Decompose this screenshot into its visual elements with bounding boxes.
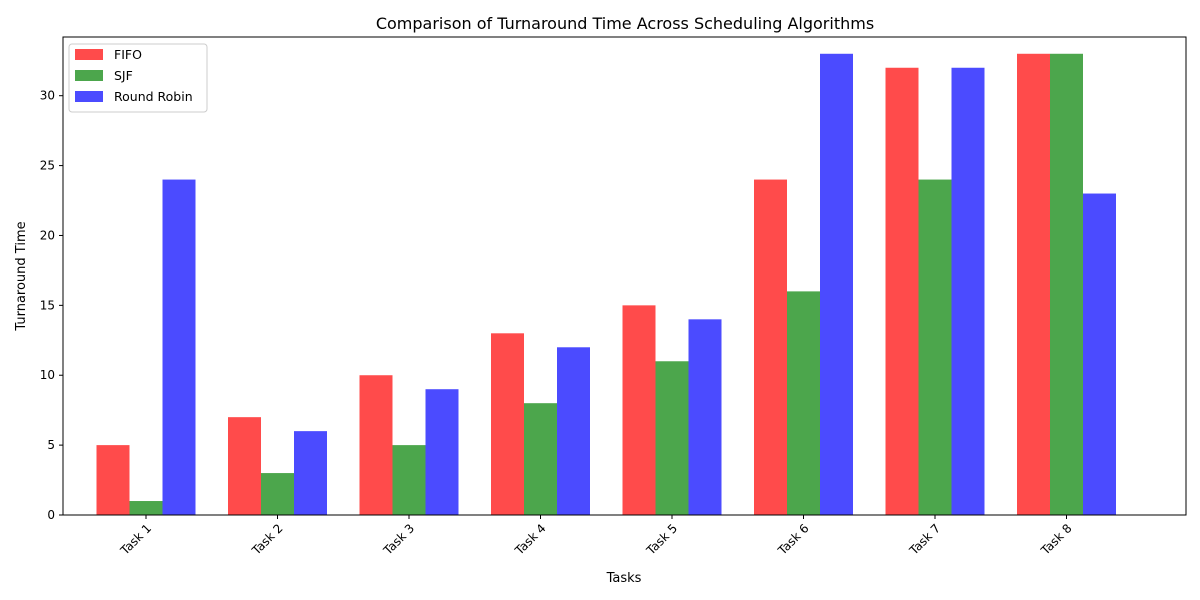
bar-fifo-7 — [885, 67, 919, 515]
bar-sjf-6 — [787, 291, 820, 515]
y-tick-label: 10 — [40, 368, 55, 382]
y-tick-label: 5 — [47, 438, 55, 452]
legend-swatch-round-robin — [75, 91, 103, 102]
x-axis: Task 1 Task 2 Task 3 Task 4 Task 5 Task 6 Task… — [117, 515, 1075, 558]
x-tick-label: Task 8 — [1038, 521, 1075, 558]
legend-label-fifo: FIFO — [114, 47, 142, 62]
bar-round-robin-3 — [425, 389, 459, 515]
x-tick-label: Task 4 — [512, 521, 549, 558]
y-axis-label: Turnaround Time — [14, 221, 29, 331]
bar-fifo-4 — [491, 333, 524, 515]
bar-fifo-8 — [1017, 53, 1050, 515]
legend-label-sjf: SJF — [114, 68, 133, 83]
bar-fifo-3 — [359, 375, 393, 515]
legend-box — [68, 43, 208, 113]
bar-fifo-6 — [754, 179, 787, 515]
bar-sjf-3 — [392, 445, 426, 515]
bar-sjf-5 — [655, 361, 689, 515]
legend-label-round-robin: Round Robin — [114, 89, 193, 104]
bar-round-robin-6 — [820, 53, 853, 515]
legend-swatch-fifo — [75, 49, 103, 60]
bar-round-robin-7 — [951, 67, 985, 515]
x-tick-label: Task 1 — [117, 521, 154, 558]
bar-round-robin-5 — [688, 319, 722, 515]
plot-frame — [62, 36, 1187, 516]
bars-group — [96, 53, 1116, 515]
x-axis-label: Tasks — [606, 571, 642, 586]
x-tick-label: Task 2 — [249, 521, 286, 558]
bar-fifo-2 — [228, 417, 261, 515]
y-tick-label: 0 — [47, 508, 55, 522]
y-tick-label: 15 — [40, 298, 55, 312]
bar-round-robin-1 — [162, 179, 196, 515]
bar-round-robin-4 — [557, 347, 590, 515]
x-tick-label: Task 5 — [643, 521, 680, 558]
bar-fifo-1 — [96, 445, 130, 515]
x-tick-label: Task 6 — [775, 521, 812, 558]
legend-swatch-sjf — [75, 70, 103, 81]
y-tick-label: 30 — [40, 89, 55, 103]
legend: FIFO SJF Round Robin — [68, 43, 208, 113]
x-tick-label: Task 3 — [380, 521, 417, 558]
bar-round-robin-2 — [294, 431, 327, 515]
y-tick-label: 20 — [40, 228, 55, 242]
bar-sjf-2 — [261, 473, 294, 515]
bar-round-robin-8 — [1083, 193, 1116, 515]
bar-sjf-7 — [918, 179, 952, 515]
y-tick-label: 25 — [40, 159, 55, 173]
bar-sjf-8 — [1050, 53, 1083, 515]
x-tick-label: Task 7 — [906, 521, 943, 558]
bar-sjf-1 — [129, 501, 163, 515]
bar-fifo-5 — [622, 305, 656, 515]
chart-title: Comparison of Turnaround Time Across Sch… — [376, 14, 874, 33]
bar-sjf-4 — [524, 403, 557, 515]
y-axis: 0 5 10 15 20 25 30 — [40, 89, 63, 522]
